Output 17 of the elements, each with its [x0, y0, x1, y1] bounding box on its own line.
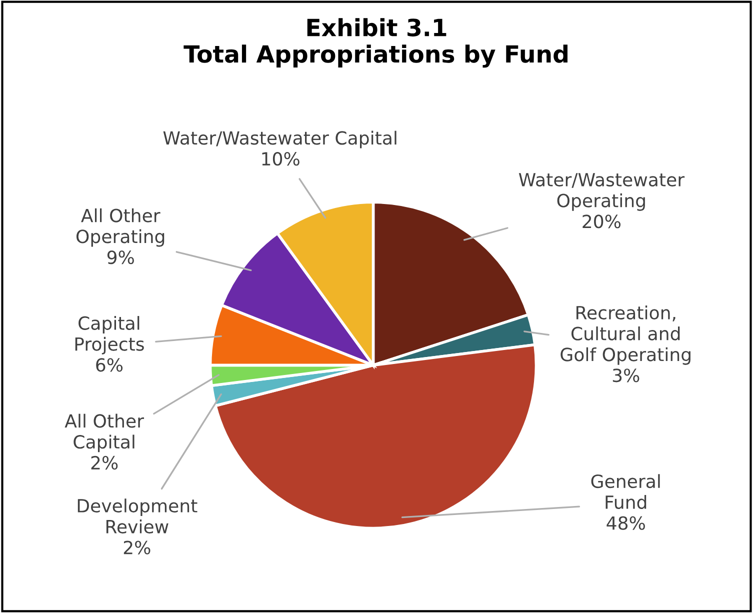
data-label: 2%	[91, 456, 118, 470]
data-label: 10%	[262, 152, 300, 166]
chart-title: Exhibit 3.1 Total Appropriations by Fund	[184, 18, 568, 68]
data-label: 20%	[582, 214, 620, 228]
slice-label: Development Review	[78, 498, 198, 534]
slice-label: Recreation, Cultural and Golf Operating	[560, 306, 690, 365]
slice-label: Capital Projects	[75, 316, 144, 354]
slice-label: General Fund	[591, 474, 660, 510]
data-label: 48%	[606, 516, 645, 530]
data-label: 9%	[107, 250, 134, 264]
slice-label: Water/Wastewater Capital	[163, 130, 396, 148]
slice-label: Water/Wastewater Operating	[518, 173, 685, 211]
data-label: 6%	[96, 358, 123, 372]
data-label: 3%	[612, 368, 640, 382]
data-label: 2%	[124, 540, 150, 554]
slice-label: All Other Capital	[64, 414, 144, 452]
slice-label: All Other Operating	[76, 208, 164, 247]
